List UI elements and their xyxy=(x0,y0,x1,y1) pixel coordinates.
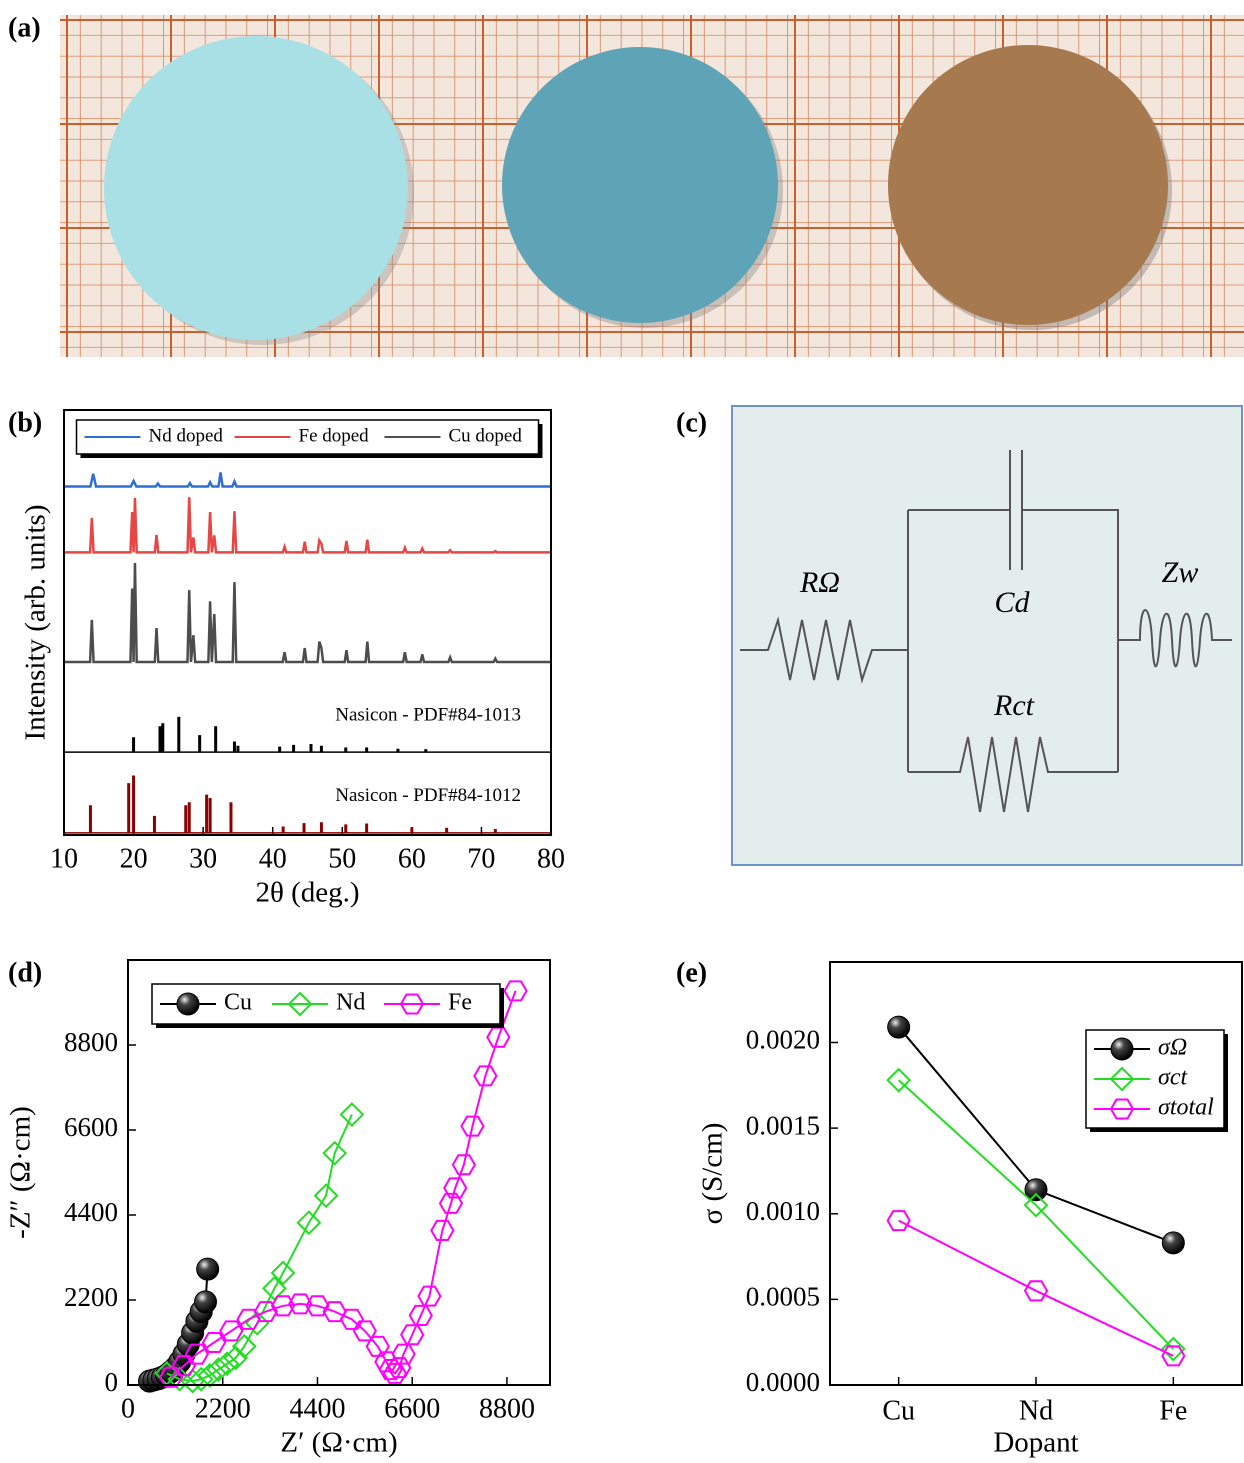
marker xyxy=(505,981,527,1000)
x-tick-label: 2200 xyxy=(195,1393,251,1424)
figure: RΩ Cd Zw Rct (a) (b) (c) (d) (e) 10 20 30 4… xyxy=(0,0,1244,1463)
y-axis-label: σ (S/cm) xyxy=(697,1123,729,1225)
y-tick-label: 0.0020 xyxy=(746,1025,820,1055)
legend-label: Nd doped xyxy=(149,425,224,446)
circuit-label: Zw xyxy=(1162,556,1199,589)
x-axis-label: 2θ (deg.) xyxy=(255,877,359,909)
panel-label: (e) xyxy=(676,957,707,988)
circuit: RΩ Cd Zw Rct xyxy=(732,406,1242,865)
series-line xyxy=(64,472,551,486)
annotation: Nasicon - PDF#84-1013 xyxy=(335,704,521,725)
legend-label: Cu xyxy=(224,990,252,1016)
y-tick-label: 4400 xyxy=(64,1197,118,1227)
marker xyxy=(1162,1232,1184,1254)
y-axis-label: Intensity (arb. units) xyxy=(20,505,52,741)
x-tick-label: 0 xyxy=(121,1393,135,1424)
circuit-label: Cd xyxy=(994,586,1030,619)
y-tick-label: 0.0000 xyxy=(746,1367,820,1397)
circuit-label: RΩ xyxy=(799,566,840,599)
x-tick-label: 8800 xyxy=(479,1393,535,1424)
y-tick-label: 0.0005 xyxy=(746,1282,820,1312)
marker xyxy=(177,993,199,1015)
photo xyxy=(60,15,1244,357)
x-tick-label: Nd xyxy=(1019,1395,1053,1426)
y-tick-label: 6600 xyxy=(64,1112,118,1142)
panel-label: (b) xyxy=(8,407,42,438)
y-tick-label: 0.0010 xyxy=(746,1196,820,1226)
series-line xyxy=(64,497,551,552)
x-tick-label: 80 xyxy=(537,843,565,874)
marker xyxy=(1162,1346,1184,1365)
x-tick-label: 6600 xyxy=(384,1393,440,1424)
legend-label: Nd xyxy=(336,990,365,1016)
legend-label: Cu doped xyxy=(449,425,523,446)
legend-label: Fe doped xyxy=(299,425,370,446)
x-tick-label: Fe xyxy=(1159,1395,1187,1426)
y-tick-label: 2200 xyxy=(64,1282,118,1312)
panel-label: (a) xyxy=(8,12,41,43)
marker xyxy=(195,1291,217,1313)
x-tick-label: 30 xyxy=(189,843,217,874)
series-line xyxy=(899,1221,1174,1356)
circuit-label: Rct xyxy=(993,689,1035,722)
x-tick-label: Cu xyxy=(882,1395,915,1426)
panel-label: (c) xyxy=(676,407,707,438)
y-tick-label: 0 xyxy=(105,1367,119,1397)
x-axis-label: Dopant xyxy=(993,1427,1078,1459)
panel-label: (d) xyxy=(8,957,42,988)
marker xyxy=(888,1016,910,1038)
legend-label: σtotal xyxy=(1158,1095,1214,1121)
series-line xyxy=(64,563,551,662)
y-tick-label: 0.0015 xyxy=(746,1110,820,1140)
x-tick-label: 10 xyxy=(50,843,78,874)
x-tick-label: 70 xyxy=(467,843,495,874)
x-tick-label: 20 xyxy=(120,843,148,874)
y-tick-label: 8800 xyxy=(64,1027,118,1057)
marker xyxy=(197,1258,219,1280)
x-axis-label: Z′ (Ω·cm) xyxy=(280,1427,397,1459)
legend-label: σct xyxy=(1158,1065,1188,1091)
x-tick-label: 40 xyxy=(259,843,287,874)
legend-label: Fe xyxy=(448,990,472,1016)
x-tick-label: 4400 xyxy=(289,1393,345,1424)
marker xyxy=(1111,1038,1133,1060)
x-tick-label: 50 xyxy=(328,843,356,874)
y-axis-label: -Z″ (Ω·cm) xyxy=(5,1106,37,1239)
x-tick-label: 60 xyxy=(398,843,426,874)
legend-label: σΩ xyxy=(1158,1035,1187,1061)
annotation: Nasicon - PDF#84-1012 xyxy=(335,785,521,806)
